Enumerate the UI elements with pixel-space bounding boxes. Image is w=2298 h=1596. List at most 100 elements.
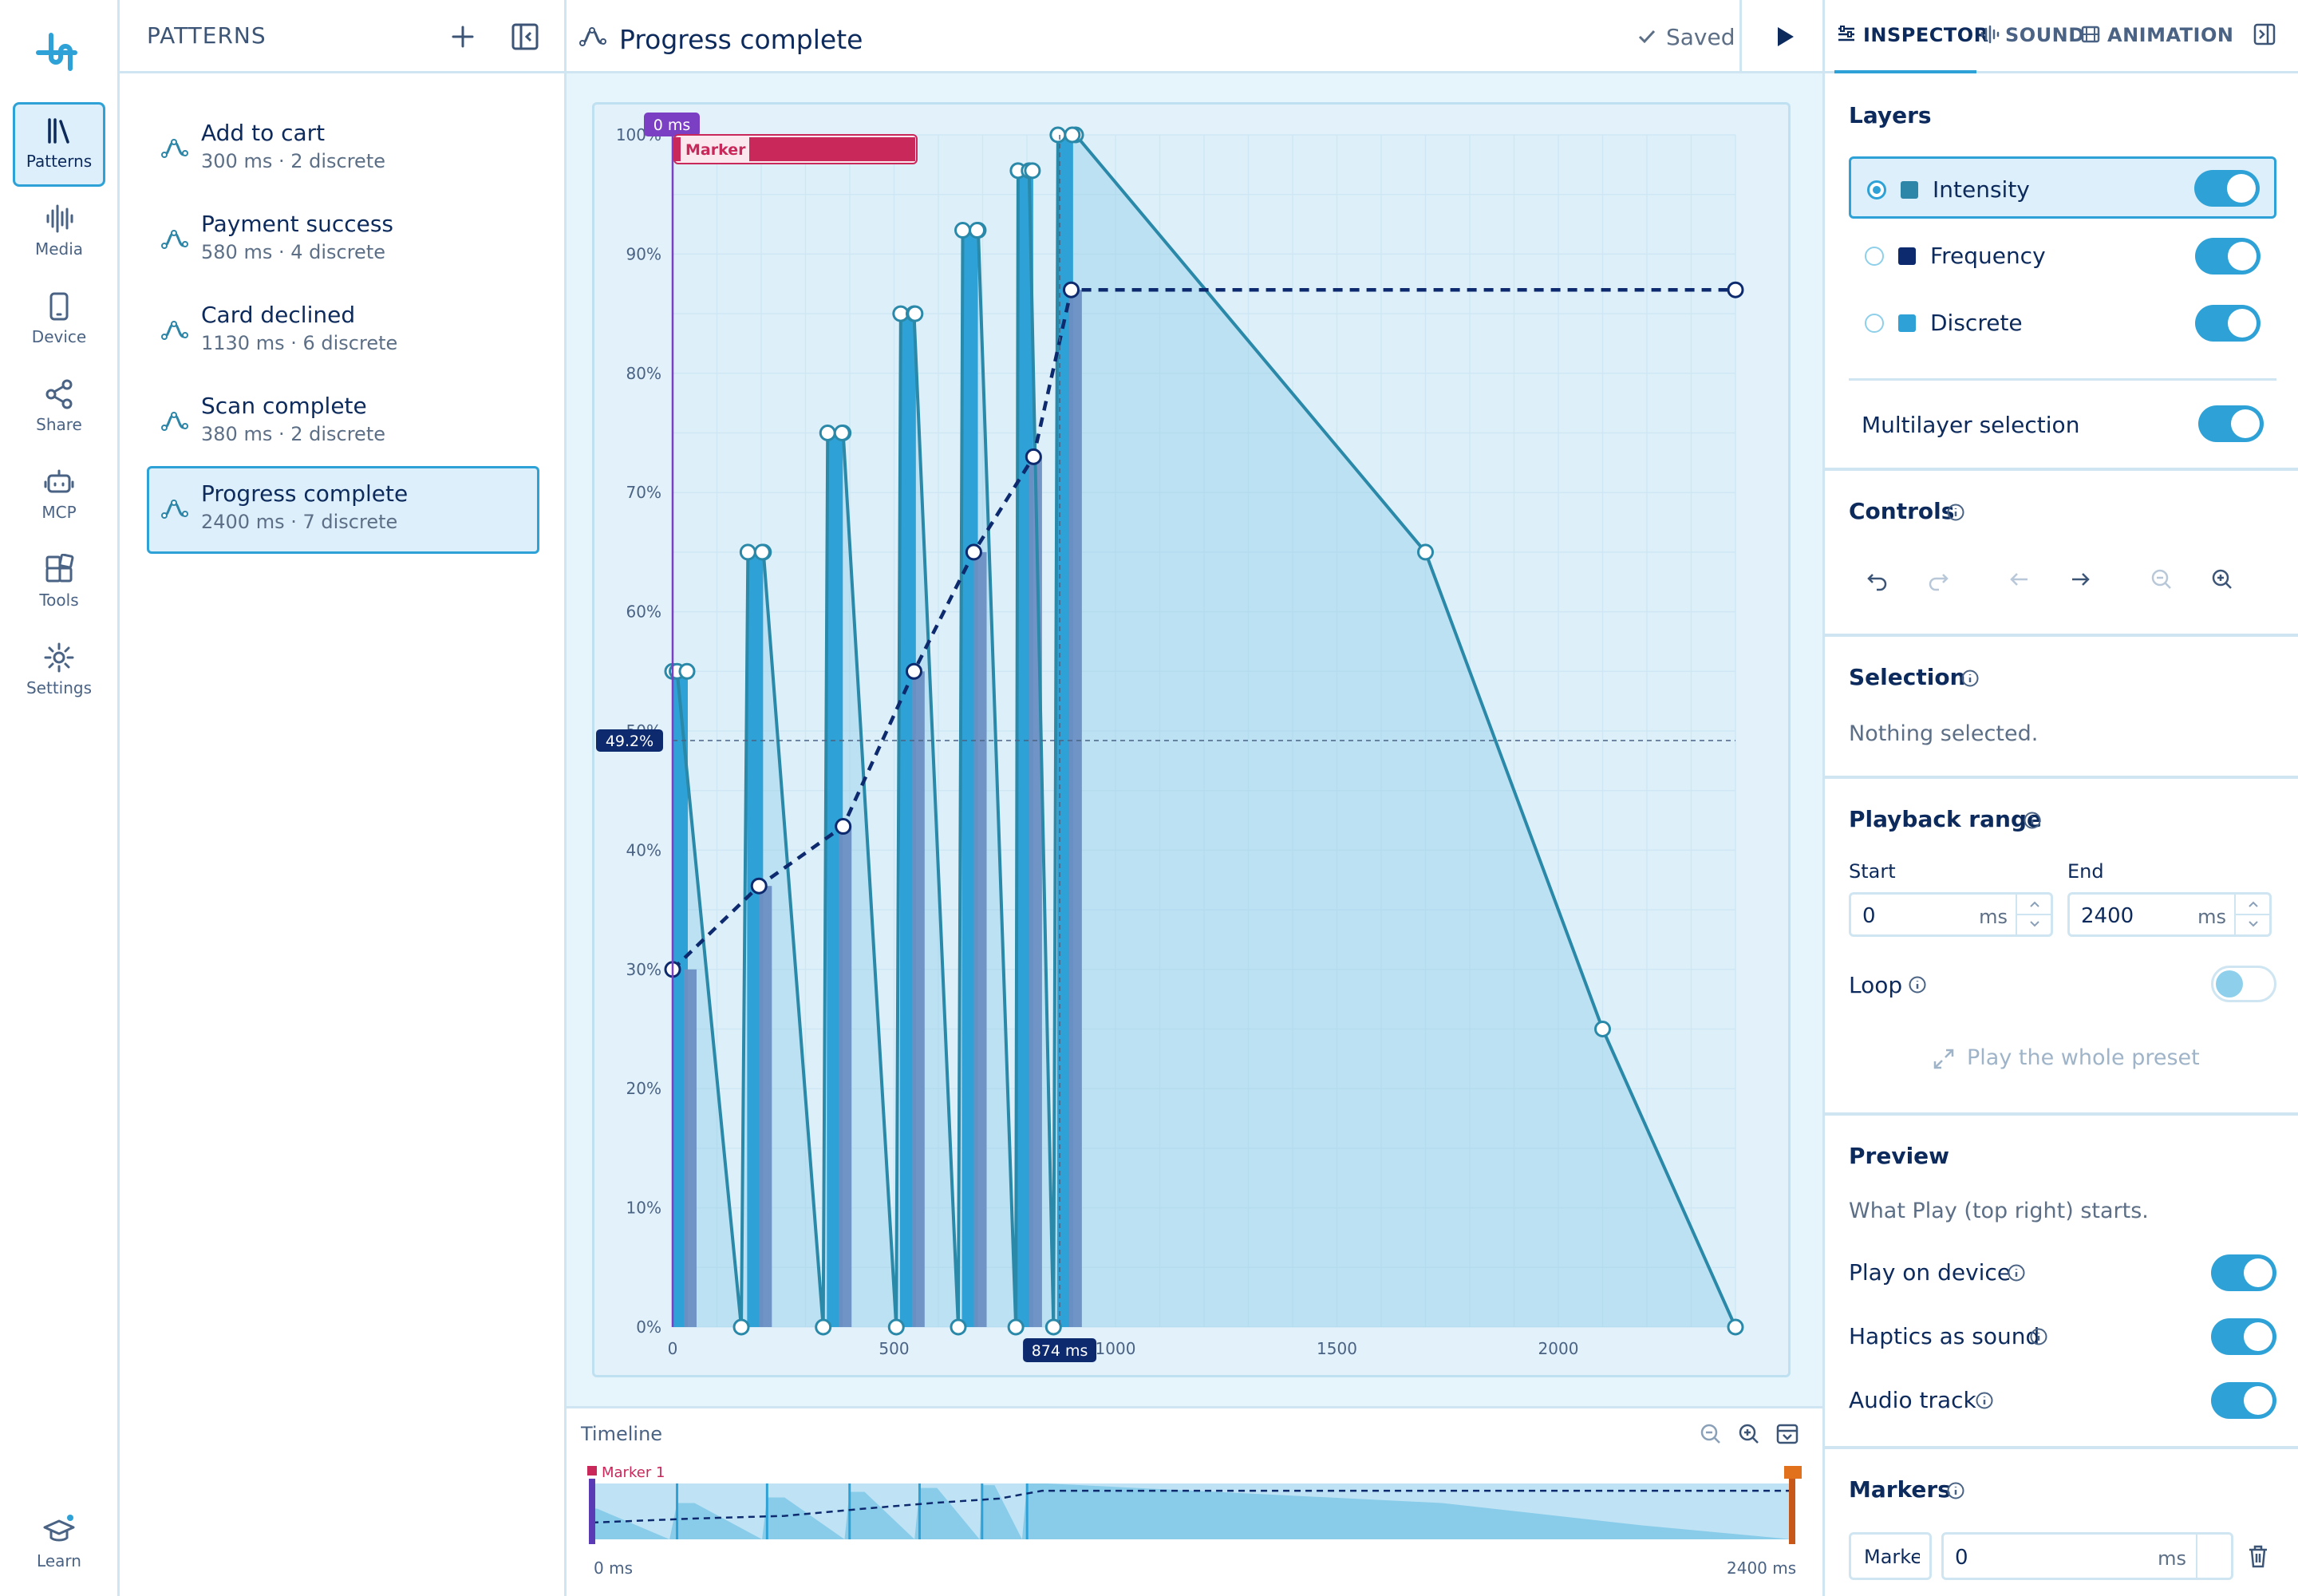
frequency-point[interactable] (1025, 448, 1042, 465)
pattern-item[interactable]: Payment success 580 ms · 4 discrete (147, 196, 539, 284)
haptics-as-sound-toggle[interactable] (2211, 1318, 2276, 1355)
zoom-in-icon[interactable] (2209, 567, 2235, 592)
tab-sound[interactable]: SOUND (2005, 24, 2085, 46)
rail-item-media[interactable]: Media (13, 190, 105, 275)
layer-visibility-toggle[interactable] (2194, 170, 2260, 207)
start-stepper[interactable] (2016, 895, 2052, 934)
haptic-chart[interactable]: 0%10%20%30%40%50%60%70%80%90%100%0500100… (594, 105, 1793, 1380)
layer-intensity[interactable]: Intensity (1849, 156, 2276, 219)
info-icon[interactable] (2023, 811, 2042, 830)
end-input[interactable]: 2400 ms (2067, 892, 2272, 937)
rail-item-device[interactable]: Device (13, 278, 105, 362)
frequency-point[interactable] (1727, 281, 1744, 298)
play-on-device-toggle[interactable] (2211, 1254, 2276, 1291)
fit-timeline-icon[interactable] (1775, 1421, 1800, 1447)
zoom-out-icon[interactable] (2149, 567, 2174, 592)
redo-icon[interactable] (1925, 567, 1951, 592)
rail-item-patterns[interactable]: Patterns (13, 102, 105, 187)
discrete-point[interactable] (833, 425, 851, 441)
zoom-out-icon[interactable] (1698, 1421, 1724, 1447)
rail-label: Device (31, 327, 87, 346)
rail-item-share[interactable]: Share (13, 365, 105, 450)
intensity-point[interactable] (815, 1318, 832, 1336)
info-icon[interactable] (1975, 1391, 1994, 1410)
undo-icon[interactable] (1865, 567, 1890, 592)
inspector-tabs: INSPECTOR SOUND ANIMATION (1825, 0, 2298, 73)
loop-toggle[interactable] (2211, 966, 2276, 1002)
frequency-point[interactable] (750, 877, 768, 895)
chevron-up-icon[interactable] (2028, 899, 2041, 909)
trash-icon[interactable] (2246, 1543, 2270, 1569)
playhead-badge[interactable] (644, 113, 700, 136)
pattern-meta: 300 ms · 2 discrete (201, 150, 385, 172)
info-icon[interactable] (1908, 975, 1927, 994)
discrete-point[interactable] (753, 543, 771, 561)
info-icon[interactable] (2029, 1327, 2048, 1346)
marker-name-input[interactable]: Marker 1 (1849, 1532, 1932, 1580)
intensity-point[interactable] (819, 425, 836, 441)
frequency-point[interactable] (905, 662, 922, 680)
layer-radio[interactable] (1865, 314, 1884, 333)
info-icon[interactable] (2007, 1263, 2026, 1282)
discrete-point[interactable] (678, 662, 696, 680)
pattern-item-selected[interactable]: Progress complete 2400 ms · 7 discrete (147, 466, 539, 554)
x-tick-label: 1000 (1096, 1339, 1136, 1358)
nav-rail: Patterns Media Device Share MCP Tools Se… (0, 0, 120, 1596)
intensity-point[interactable] (954, 222, 972, 239)
intensity-point[interactable] (732, 1318, 750, 1336)
rail-item-settings[interactable]: Settings (13, 629, 105, 713)
zoom-in-icon[interactable] (1736, 1421, 1762, 1447)
info-icon[interactable] (1946, 1481, 1965, 1500)
discrete-point[interactable] (969, 222, 986, 239)
discrete-point[interactable] (1024, 162, 1041, 180)
frequency-point[interactable] (835, 818, 852, 836)
layer-discrete[interactable]: Discrete (1849, 292, 2276, 354)
info-icon[interactable] (1946, 503, 1965, 522)
add-pattern-button[interactable] (447, 21, 479, 53)
intensity-point[interactable] (739, 543, 756, 561)
intensity-point[interactable] (1007, 1318, 1025, 1336)
rail-item-tools[interactable]: Tools (13, 541, 105, 626)
start-input[interactable]: 0 ms (1849, 892, 2053, 937)
pattern-item[interactable]: Add to cart 300 ms · 2 discrete (147, 105, 539, 193)
discrete-point[interactable] (1064, 126, 1081, 144)
layer-radio[interactable] (1865, 247, 1884, 266)
play-whole-preset-button[interactable]: Play the whole preset (1967, 1045, 2200, 1070)
rail-label: Settings (26, 678, 93, 697)
tab-inspector[interactable]: INSPECTOR (1863, 24, 1989, 46)
chevron-down-icon[interactable] (2028, 919, 2041, 929)
pattern-item[interactable]: Card declined 1130 ms · 6 discrete (147, 287, 539, 375)
frequency-point[interactable] (1063, 281, 1080, 298)
layer-visibility-toggle[interactable] (2195, 305, 2260, 342)
intensity-point[interactable] (1727, 1318, 1744, 1336)
rail-item-mcp[interactable]: MCP (13, 453, 105, 538)
intensity-point[interactable] (887, 1318, 905, 1336)
arrow-right-icon[interactable] (2067, 567, 2093, 592)
audio-track-toggle[interactable] (2211, 1382, 2276, 1419)
layer-frequency[interactable]: Frequency (1849, 225, 2276, 287)
tab-animation[interactable]: ANIMATION (2107, 24, 2234, 46)
rail-item-learn[interactable]: Learn (13, 1502, 105, 1586)
marker-time-input[interactable]: 0 ms (1941, 1532, 2233, 1580)
intensity-point[interactable] (1594, 1021, 1611, 1037)
chevron-down-icon[interactable] (2247, 919, 2260, 929)
intensity-point[interactable] (950, 1318, 967, 1336)
marker-time-stepper[interactable] (2196, 1535, 2231, 1578)
multilayer-toggle[interactable] (2198, 405, 2264, 442)
collapse-inspector-icon[interactable] (2253, 22, 2276, 46)
frequency-point[interactable] (965, 543, 982, 561)
play-button[interactable] (1770, 22, 1799, 51)
intensity-point[interactable] (1049, 126, 1067, 144)
layer-radio[interactable] (1867, 180, 1886, 200)
timeline-overview[interactable]: Marker 1 (567, 1456, 1822, 1552)
arrow-left-icon[interactable] (2007, 567, 2032, 592)
end-stepper[interactable] (2234, 895, 2271, 934)
layer-visibility-toggle[interactable] (2195, 238, 2260, 275)
discrete-point[interactable] (906, 305, 924, 322)
intensity-point[interactable] (1044, 1318, 1062, 1336)
chevron-up-icon[interactable] (2247, 899, 2260, 909)
collapse-panel-icon[interactable] (509, 21, 541, 53)
pattern-item[interactable]: Scan complete 380 ms · 2 discrete (147, 378, 539, 466)
intensity-point[interactable] (1417, 543, 1434, 561)
info-icon[interactable] (1960, 669, 1980, 688)
